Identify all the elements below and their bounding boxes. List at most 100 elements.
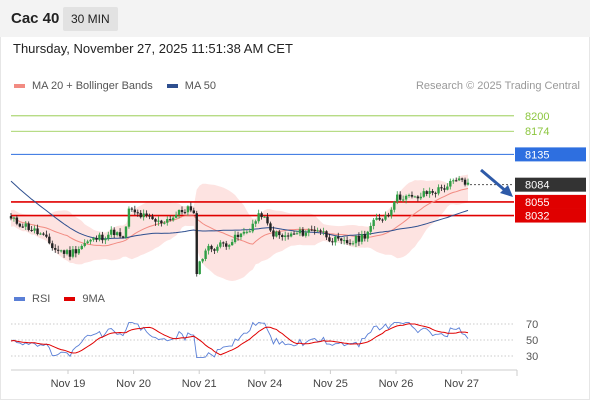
x-tick-label: Nov 25 [313, 378, 348, 390]
price-legend: MA 20 + Bollinger Bands MA 50 [14, 80, 216, 92]
candle-body [398, 194, 402, 200]
candle-body [62, 250, 66, 254]
candle-body [160, 220, 163, 224]
candle-body [419, 196, 423, 199]
candle-body [148, 215, 151, 217]
candle-body [180, 209, 184, 213]
rsi-level-label: 70 [526, 319, 538, 331]
candle-body [428, 191, 431, 194]
candle-body [39, 233, 42, 235]
candle-body [198, 261, 201, 275]
candle-body [230, 242, 234, 246]
candle-body [378, 217, 381, 220]
candle-body [404, 195, 408, 200]
candle-body [207, 245, 210, 251]
level-label-box [515, 147, 586, 162]
candle-body [286, 235, 290, 237]
rsi-legend-label: RSI [32, 293, 51, 305]
candle-body [21, 226, 24, 228]
candle-body [272, 230, 275, 237]
candle-body [9, 216, 13, 219]
candle-body [163, 222, 166, 224]
rsi-level-label: 50 [526, 335, 538, 347]
x-tick-label: Nov 19 [51, 378, 86, 390]
candle-body [466, 182, 470, 185]
candle-body [446, 186, 449, 190]
candle-body [401, 199, 405, 201]
candle-body [239, 233, 243, 238]
candle-body [425, 191, 428, 194]
research-credit: Research © 2025 Trading Central [415, 80, 580, 92]
candle-body [115, 232, 119, 236]
candle-body [118, 232, 122, 237]
candle-body [45, 234, 48, 237]
candle-body [174, 214, 178, 218]
candle-body [133, 209, 137, 213]
candle-body [334, 236, 337, 243]
candle-body [107, 234, 110, 239]
candle-body [431, 191, 434, 193]
candle-body [210, 245, 213, 250]
candle-body [322, 231, 325, 233]
ma50-line [10, 180, 469, 240]
candles [9, 175, 470, 277]
x-tick-label: Nov 27 [444, 378, 479, 390]
candle-body [98, 234, 101, 240]
candle-body [204, 250, 207, 259]
candle-body [316, 230, 319, 232]
candle-body [263, 216, 266, 218]
candle-body [295, 233, 299, 235]
candle-body [348, 243, 352, 245]
candle-body [390, 209, 393, 216]
rsi-line [10, 321, 469, 359]
candle-body [342, 240, 346, 242]
candle-body [68, 250, 72, 257]
chart-datetime: Thursday, November 27, 2025 11:51:38 AM … [13, 41, 293, 56]
candle-body [121, 236, 125, 238]
candle-body [387, 215, 390, 217]
candle-body [251, 223, 254, 232]
level-label: 8200 [525, 111, 549, 123]
candle-body [222, 242, 225, 244]
candle-body [369, 226, 372, 232]
candle-body [59, 250, 63, 252]
candle-body [195, 213, 198, 275]
candle-body [455, 180, 458, 182]
candle-body [281, 235, 284, 237]
candle-body [189, 206, 193, 211]
candle-body [186, 206, 190, 213]
candle-body [384, 215, 387, 220]
level-label: 8174 [525, 126, 549, 138]
candle-body [233, 234, 237, 243]
rsi-ma-line [10, 323, 469, 356]
candle-body [393, 201, 396, 210]
candle-body [77, 249, 81, 254]
candle-body [171, 217, 175, 221]
candle-body [65, 250, 69, 254]
candle-body [307, 229, 310, 233]
candle-body [372, 219, 375, 227]
candle-body [33, 228, 36, 231]
candle-body [325, 231, 328, 238]
x-tick-label: Nov 20 [116, 378, 151, 390]
ma50-legend-label: MA 50 [184, 80, 216, 92]
candle-body [410, 194, 414, 197]
candle-body [313, 229, 316, 232]
candle-body [357, 235, 361, 242]
candle-body [301, 229, 305, 236]
candle-body [278, 231, 281, 236]
timeframe-button[interactable]: 30 MIN [63, 7, 118, 31]
candle-body [360, 234, 364, 242]
candle-body [351, 243, 355, 245]
rsi-ma-swatch [64, 297, 76, 301]
candle-body [83, 243, 86, 246]
candle-body [381, 219, 384, 221]
candle-body [242, 231, 246, 234]
candle-body [413, 196, 417, 198]
rsi-swatch [14, 297, 25, 301]
candle-body [416, 196, 420, 199]
candle-body [213, 249, 216, 251]
candle-body [284, 235, 287, 237]
candle-body [463, 179, 467, 185]
